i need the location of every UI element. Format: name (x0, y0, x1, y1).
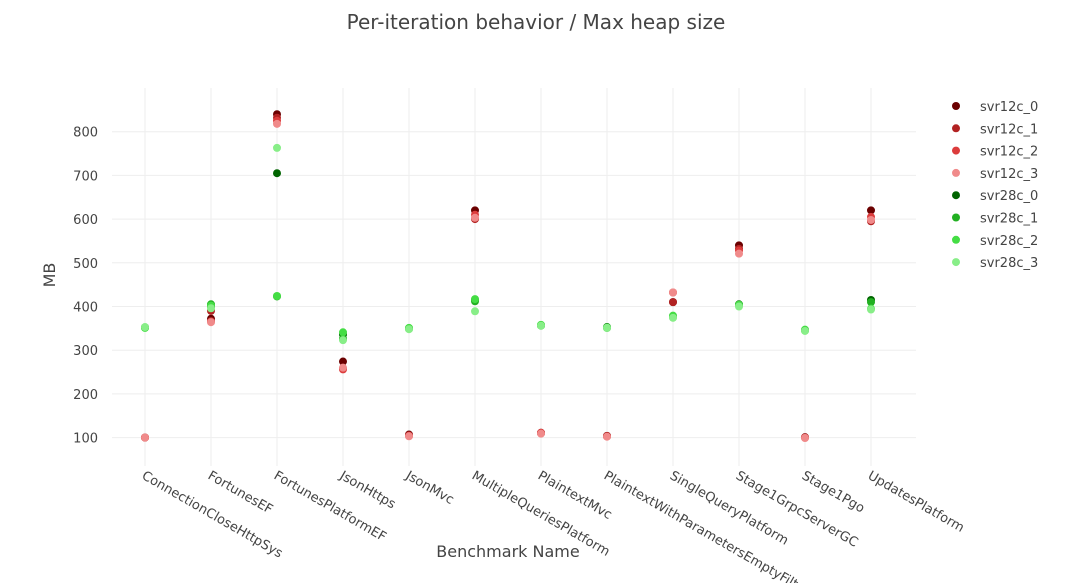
data-point (669, 313, 677, 322)
data-points (141, 110, 875, 443)
data-point (801, 326, 809, 335)
data-point (471, 307, 479, 316)
data-point (273, 292, 281, 301)
x-tick-label: JsonMvc (402, 468, 456, 508)
data-point (339, 357, 347, 366)
data-point (867, 206, 875, 215)
y-tick-label: 500 (73, 257, 98, 272)
data-point (141, 433, 149, 442)
legend-label: svr12c_1 (980, 122, 1038, 137)
legend-item[interactable]: svr12c_0 (952, 100, 1038, 115)
y-tick-label: 800 (73, 126, 98, 141)
x-axis-ticks: ConnectionCloseHttpSysFortunesEFFortunes… (139, 468, 967, 583)
data-point (339, 336, 347, 345)
legend-item[interactable]: svr28c_1 (952, 212, 1038, 227)
y-tick-label: 100 (73, 432, 98, 447)
legend-marker (952, 124, 960, 133)
legend-marker (952, 102, 960, 110)
y-axis-title: MB (40, 263, 59, 288)
data-point (207, 318, 215, 327)
legend-marker (952, 146, 960, 155)
x-tick-label: Stage1GrpcServerGC (733, 468, 860, 550)
data-point (669, 298, 677, 307)
x-axis-title: Benchmark Name (436, 542, 579, 561)
legend-marker (952, 168, 960, 177)
x-tick-label: UpdatesPlatform (865, 468, 967, 535)
grid-layer (112, 88, 916, 466)
data-point (603, 432, 611, 441)
legend-item[interactable]: svr12c_3 (952, 167, 1038, 182)
y-tick-label: 700 (73, 169, 98, 184)
legend-item[interactable]: svr12c_1 (952, 122, 1038, 137)
data-point (537, 321, 545, 330)
legend-label: svr12c_0 (980, 100, 1038, 115)
legend-label: svr12c_2 (980, 145, 1038, 160)
y-tick-label: 400 (73, 300, 98, 315)
data-point (471, 295, 479, 304)
legend-item[interactable]: svr12c_2 (952, 145, 1038, 160)
data-point (339, 363, 347, 372)
legend-marker (952, 191, 960, 200)
data-point (735, 249, 743, 258)
data-point (141, 323, 149, 332)
x-tick-label: JsonHttps (336, 468, 398, 513)
data-point (273, 169, 281, 178)
data-point (867, 305, 875, 314)
legend-item[interactable]: svr28c_3 (952, 256, 1038, 271)
chart-title: Per-iteration behavior / Max heap size (347, 10, 726, 34)
data-point (801, 434, 809, 443)
y-axis-ticks: 100 200 300 400 500 600 700 800 (73, 126, 98, 447)
data-point (207, 304, 215, 313)
x-tick-label: FortunesPlatformEF (271, 468, 389, 545)
legend-item[interactable]: svr28c_0 (952, 189, 1038, 204)
y-tick-label: 600 (73, 213, 98, 228)
data-point (273, 143, 281, 152)
legend-label: svr28c_2 (980, 234, 1038, 249)
data-point (735, 302, 743, 311)
legend-marker (952, 258, 960, 267)
legend-label: svr28c_0 (980, 189, 1038, 204)
legend-label: svr12c_3 (980, 167, 1038, 182)
y-tick-label: 300 (73, 344, 98, 359)
data-point (405, 325, 413, 334)
legend[interactable]: svr12c_0 svr12c_1 svr12c_2 svr12c_3 svr28c_0… (952, 100, 1038, 271)
data-point (669, 288, 677, 297)
legend-label: svr28c_3 (980, 256, 1038, 271)
legend-marker (952, 213, 960, 222)
data-point (867, 215, 875, 224)
x-tick-label: SingleQueryPlatform (667, 468, 791, 548)
data-point (405, 432, 413, 441)
data-point (537, 429, 545, 438)
y-tick-label: 200 (73, 388, 98, 403)
data-point (471, 213, 479, 222)
legend-marker (952, 235, 960, 244)
data-point (273, 119, 281, 128)
legend-item[interactable]: svr28c_2 (952, 234, 1038, 249)
data-point (339, 328, 347, 337)
data-point (867, 298, 875, 307)
x-tick-label: PlaintextWithParametersEmptyFilter (601, 468, 813, 583)
legend-label: svr28c_1 (980, 212, 1038, 227)
data-point (603, 323, 611, 332)
